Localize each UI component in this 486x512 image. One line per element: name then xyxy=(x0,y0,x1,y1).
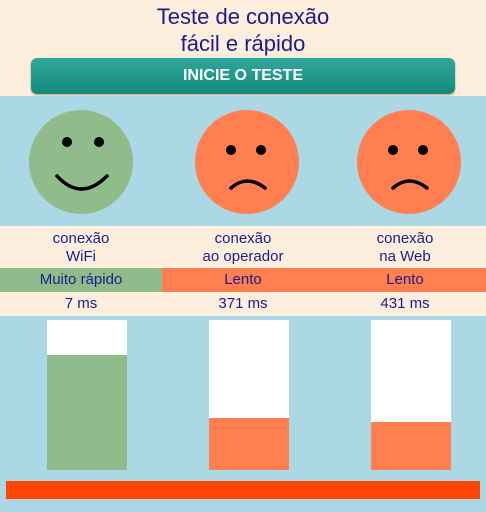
header: Teste de conexão fácil e rápido INICIE O… xyxy=(0,0,486,96)
label-line: WiFi xyxy=(66,248,96,265)
connection-label-web: conexão na Web xyxy=(324,230,486,266)
label-line: na Web xyxy=(379,248,431,265)
latency-value: 7 ms xyxy=(64,295,98,312)
connection-label-wifi: conexão WiFi xyxy=(0,230,162,266)
label-line: conexão xyxy=(52,230,110,247)
page-title: Teste de conexão xyxy=(156,4,330,29)
speed-meter-fill xyxy=(371,422,451,470)
speed-meter-fill xyxy=(47,354,127,470)
page-subtitle: fácil e rápido xyxy=(180,31,306,56)
label-line: ao operador xyxy=(202,248,284,265)
connection-label-operator: conexão ao operador xyxy=(162,230,324,266)
speed-meter xyxy=(371,320,451,470)
latency-value: 371 ms xyxy=(218,295,268,312)
status-badge: Lento xyxy=(324,268,486,292)
status-badge: Lento xyxy=(162,268,324,292)
speed-meter-fill xyxy=(209,417,289,470)
sad-face-icon xyxy=(195,110,299,214)
sad-face-icon xyxy=(357,110,461,214)
label-line: conexão xyxy=(214,230,272,247)
status-badge: Muito rápido xyxy=(0,268,162,292)
happy-face-icon xyxy=(29,110,133,214)
latency-value: 431 ms xyxy=(380,295,430,312)
speed-meter xyxy=(209,320,289,470)
speed-meter xyxy=(47,320,127,470)
label-line: conexão xyxy=(376,230,434,247)
start-test-button[interactable]: INICIE O TESTE xyxy=(31,58,455,94)
labels-panel xyxy=(0,226,486,268)
bottom-accent-bar xyxy=(6,481,480,499)
